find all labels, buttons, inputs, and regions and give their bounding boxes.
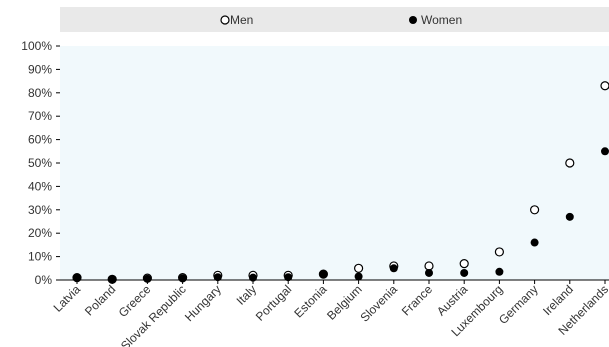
x-category-label: Germany bbox=[496, 282, 541, 327]
women-point bbox=[425, 268, 433, 277]
women-point bbox=[354, 272, 363, 281]
men-point bbox=[459, 259, 469, 269]
women-point bbox=[284, 273, 293, 282]
x-category-label: Estonia bbox=[291, 282, 329, 320]
women-point bbox=[495, 267, 504, 276]
women-point bbox=[178, 274, 187, 283]
men-point bbox=[494, 247, 504, 257]
men-point bbox=[424, 261, 434, 271]
x-category-label: Slovenia bbox=[357, 282, 400, 325]
x-category-label: Italy bbox=[234, 282, 259, 307]
y-tick-label: 10% bbox=[28, 250, 52, 264]
y-tick-label: 80% bbox=[28, 86, 52, 100]
women-point bbox=[213, 273, 222, 282]
y-tick-label: 90% bbox=[28, 62, 52, 76]
men-point bbox=[565, 158, 575, 168]
y-tick-label: 50% bbox=[28, 156, 52, 170]
women-point bbox=[565, 212, 574, 221]
men-point bbox=[529, 205, 540, 215]
legend-women-marker bbox=[409, 16, 417, 24]
y-tick-label: 40% bbox=[28, 179, 52, 193]
y-tick-label: 20% bbox=[28, 226, 52, 240]
y-tick-label: 100% bbox=[21, 39, 52, 53]
legend-background bbox=[60, 7, 609, 32]
women-point bbox=[460, 268, 469, 277]
men-point bbox=[354, 263, 364, 273]
y-tick-label: 30% bbox=[28, 203, 52, 217]
legend-men-marker bbox=[220, 15, 230, 25]
women-point bbox=[249, 273, 257, 282]
women-point bbox=[143, 274, 152, 283]
women-point bbox=[389, 264, 398, 273]
y-tick-label: 70% bbox=[28, 109, 52, 123]
men-point bbox=[600, 81, 609, 91]
women-point bbox=[108, 275, 117, 284]
women-point bbox=[601, 147, 609, 156]
legend: Men Women bbox=[220, 13, 462, 27]
y-tick-label: 0% bbox=[35, 273, 53, 287]
women-point bbox=[530, 238, 539, 247]
legend-women-label: Women bbox=[421, 13, 462, 27]
y-tick-label: 60% bbox=[28, 133, 52, 147]
legend-men-label: Men bbox=[230, 13, 253, 27]
plot-area bbox=[60, 46, 609, 280]
y-axis-ticks: 0% 10% 20% 30% 40% 50% 60% 70% 80% 90% 100% bbox=[21, 39, 60, 287]
x-category-label: Hungary bbox=[182, 282, 224, 324]
women-point bbox=[73, 273, 81, 282]
women-point bbox=[319, 270, 328, 279]
x-category-label: Portugal bbox=[253, 282, 295, 324]
x-category-label: Latvia bbox=[51, 282, 84, 315]
x-category-label: Poland bbox=[82, 282, 118, 318]
series-women bbox=[73, 147, 609, 284]
x-category-label: France bbox=[399, 282, 436, 319]
